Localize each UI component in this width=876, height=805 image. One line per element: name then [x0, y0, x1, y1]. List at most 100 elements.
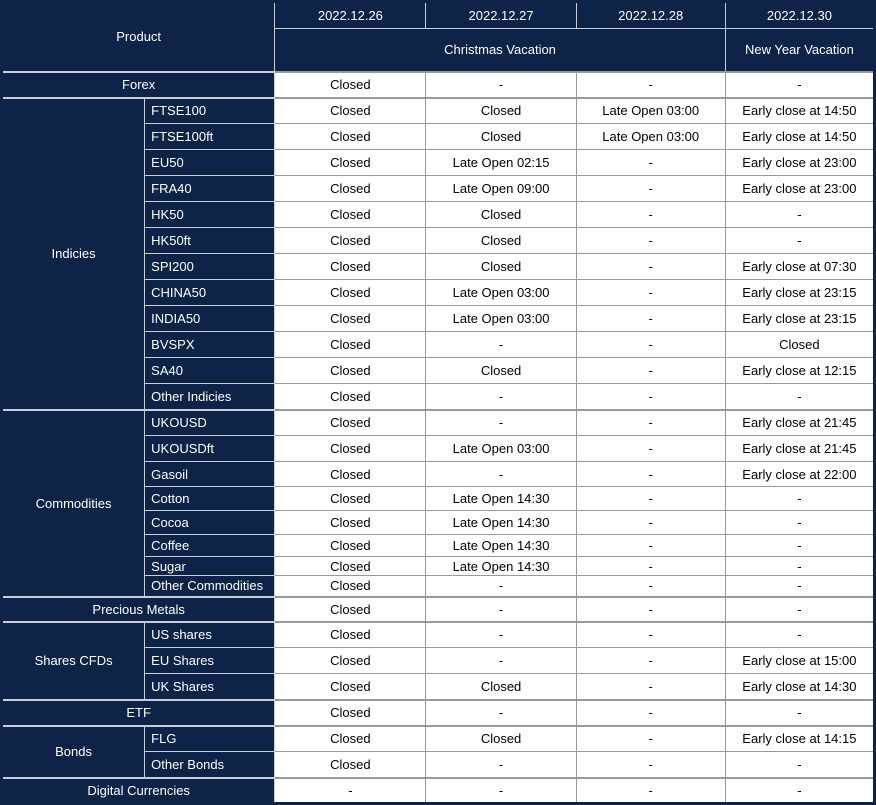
schedule-cell: Early close at 21:45 [724, 408, 876, 436]
table-row: EU50 Closed Late Open 02:15- Early close at… [2, 149, 876, 176]
schedule-cell: - [575, 227, 726, 254]
schedule-cell: - [575, 486, 726, 511]
table-row: Forex Closed - - - [0, 70, 876, 98]
schedule-cell: Closed [274, 175, 427, 202]
table-row: Coffee Closed Late Open 14:30- - [2, 534, 876, 557]
table-row: HK50ft Closed Closed - - [2, 227, 876, 254]
schedule-cell: Closed [274, 70, 427, 98]
schedule-cell: Closed [724, 331, 876, 358]
date-header-cell: 2022.12.28 [575, 1, 726, 29]
schedule-cell: Closed [274, 331, 427, 358]
product-cell: Other Bonds [144, 751, 276, 778]
product-cell: BVSPX [144, 331, 276, 358]
table-row: Commodities UKOUSD Closed - - Early close at … [0, 408, 876, 597]
schedule-cell: - [724, 556, 876, 576]
schedule-cell: Early close at 23:00 [724, 149, 876, 176]
product-group-cell: ETF [0, 698, 276, 726]
schedule-cell: - [575, 461, 726, 487]
schedule-cell: - [724, 620, 876, 648]
schedule-cell: Closed [274, 357, 427, 384]
schedule-cell: Closed [425, 357, 577, 384]
product-cell: UKOUSD [144, 408, 276, 436]
product-cell: Coffee [144, 534, 276, 557]
schedule-cell: Closed [425, 673, 577, 700]
product-cell: HK50 [144, 201, 276, 228]
table-row: UKOUSDft Closed Late Open 03:00- Early clos… [2, 435, 876, 462]
schedule-cell: - [575, 673, 726, 700]
schedule-cell: Closed [425, 724, 577, 752]
schedule-cell: Late Open 03:00 [425, 435, 577, 462]
product-cell: EU Shares [144, 647, 276, 674]
schedule-cell: Closed [274, 201, 427, 228]
dates-header-row: Product 2022.12.26 2022.12.27 2022.12.28… [0, 1, 876, 72]
table-row: HK50 Closed Closed - - [2, 201, 876, 228]
schedule-cell: - [724, 575, 876, 597]
schedule-cell: Early close at 07:30 [724, 253, 876, 280]
product-cell: US shares [144, 620, 276, 648]
schedule-cell: - [425, 595, 577, 622]
schedule-cell: - [575, 70, 726, 98]
schedule-cell: - [575, 620, 726, 648]
product-cell: INDIA50 [144, 305, 276, 332]
schedule-cell: - [575, 435, 726, 462]
schedule-cell: Closed [274, 534, 427, 557]
schedule-cell: - [575, 149, 726, 176]
schedule-cell: - [575, 201, 726, 228]
schedule-cell: - [575, 383, 726, 410]
schedule-cell: - [724, 595, 876, 622]
table-row: BVSPX Closed - - Closed [2, 331, 876, 358]
schedule-cell: - [724, 751, 876, 778]
schedule-cell: - [425, 698, 577, 726]
schedule-cell: - [724, 534, 876, 557]
schedule-cell: Early close at 15:00 [724, 647, 876, 674]
schedule-cell: Closed [274, 647, 427, 674]
table-row: Digital Currencies - - - - [0, 776, 876, 804]
table-row: UK Shares Closed Closed - Early close at 14:… [2, 673, 876, 700]
schedule-cell: - [425, 408, 577, 436]
table-row: Indicies FTSE100 Closed Closed Late Open 03:… [0, 96, 876, 410]
schedule-cell: Early close at 22:00 [724, 461, 876, 487]
product-cell: Cocoa [144, 510, 276, 535]
schedule-cell: Closed [274, 149, 427, 176]
product-group-cell: Commodities [0, 408, 146, 597]
schedule-cell: Early close at 21:45 [724, 435, 876, 462]
schedule-cell: - [425, 776, 577, 804]
table-row: Bonds FLG Closed Closed - Early close at 14:1… [0, 724, 876, 778]
table-row: Sugar Closed Late Open 14:30- - [2, 556, 876, 576]
schedule-cell: Closed [274, 556, 427, 576]
schedule-cell: - [575, 408, 726, 436]
table-row: Gasoil Closed - - Early close at 22:00 [2, 461, 876, 487]
schedule-cell: - [724, 698, 876, 726]
schedule-cell: - [575, 776, 726, 804]
schedule-cell: Closed [274, 575, 427, 597]
schedule-cell: Closed [425, 96, 577, 124]
schedule-cell: Closed [274, 435, 427, 462]
product-header-cell: Product [0, 1, 276, 72]
schedule-cell: Closed [425, 201, 577, 228]
schedule-cell: - [425, 461, 577, 487]
schedule-cell: Early close at 14:15 [724, 724, 876, 752]
schedule-cell: Closed [274, 96, 427, 124]
schedule-cell: - [575, 305, 726, 332]
schedule-cell: Late Open 03:00 [575, 123, 726, 150]
schedule-table-body: Forex Closed - - - Indicies FTSE100 Closed Close… [0, 70, 876, 804]
schedule-cell: - [724, 201, 876, 228]
table-row: FTSE100ft Closed Closed Late Open 03:00 Earl… [2, 123, 876, 150]
table-row: Precious Metals Closed - - - [0, 595, 876, 622]
schedule-cell: Late Open 14:30 [425, 510, 577, 535]
product-cell: SPI200 [144, 253, 276, 280]
schedule-cell: - [575, 575, 726, 597]
schedule-cell: Early close at 23:15 [724, 305, 876, 332]
product-cell: UK Shares [144, 673, 276, 700]
schedule-cell: Closed [274, 673, 427, 700]
schedule-cell: - [425, 331, 577, 358]
table-row: Other Commodities Closed - - - [2, 575, 876, 597]
schedule-cell: Closed [274, 227, 427, 254]
schedule-cell: Closed [274, 408, 427, 436]
schedule-cell: Early close at 14:50 [724, 123, 876, 150]
schedule-cell: - [425, 70, 577, 98]
date-header-cell: 2022.12.30 [724, 1, 876, 29]
product-cell: FLG [144, 724, 276, 752]
schedule-cell: - [575, 556, 726, 576]
